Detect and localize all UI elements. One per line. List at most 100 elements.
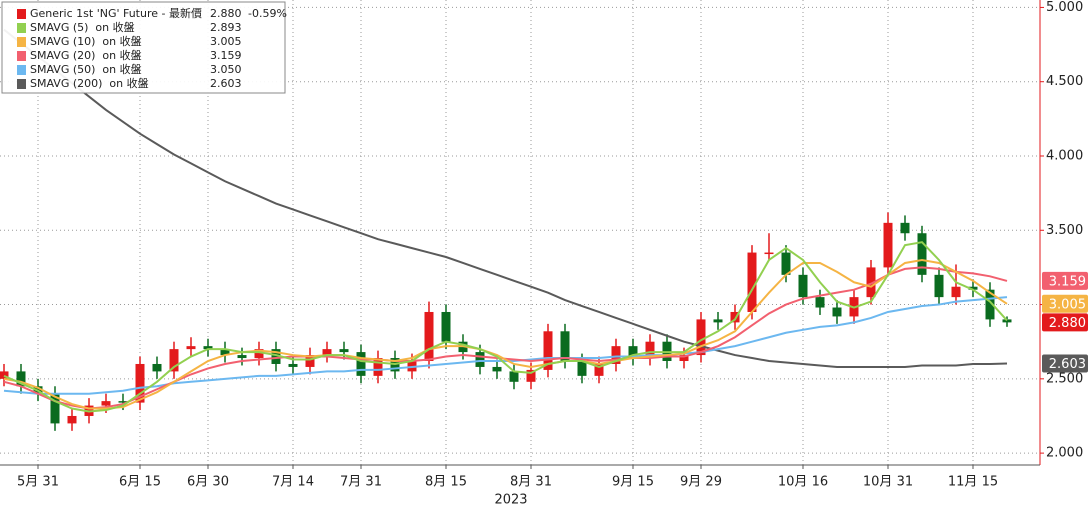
legend-label: SMAVG (10) on 收盤 <box>30 34 142 48</box>
candle-body <box>203 346 213 350</box>
price-tag-label: 2.880 <box>1049 316 1086 331</box>
sma-line <box>3 241 1008 413</box>
candle-body <box>424 311 434 362</box>
candle-body <box>50 393 60 424</box>
candle-body <box>305 355 315 367</box>
candle-body <box>543 331 553 370</box>
x-tick-label: 8月 15 <box>425 475 467 490</box>
candle-body <box>883 222 893 268</box>
candle-body <box>781 252 791 275</box>
candle-body <box>322 349 332 356</box>
candle-body <box>866 267 876 298</box>
candle-body <box>288 363 298 367</box>
candle-body <box>254 349 264 359</box>
y-tick-label: 4.000 <box>1046 148 1083 163</box>
candle-body <box>169 349 179 372</box>
x-tick-label: 9月 29 <box>680 475 722 490</box>
x-tick-label: 7月 14 <box>272 475 314 490</box>
candle-body <box>339 349 349 353</box>
x-tick-label: 7月 31 <box>340 475 382 490</box>
candle-body <box>1002 319 1012 323</box>
candle-body <box>152 363 162 372</box>
candle-body <box>0 371 9 379</box>
candle-body <box>526 369 536 382</box>
candle-body <box>747 252 757 312</box>
legend-value: 3.159 <box>210 49 242 62</box>
candle-body <box>645 341 655 359</box>
legend-swatch <box>17 9 26 19</box>
price-tag: 3.005 <box>1042 294 1088 313</box>
legend-swatch <box>17 23 26 33</box>
legend-label: SMAVG (50) on 收盤 <box>30 62 142 76</box>
price-tag-label: 2.603 <box>1049 357 1086 372</box>
candle-body <box>16 371 26 387</box>
candle-body <box>220 349 230 356</box>
legend-label: SMAVG (200) on 收盤 <box>30 76 149 90</box>
candle-body <box>67 415 77 424</box>
legend-change: -0.59% <box>248 7 287 20</box>
candle-body <box>560 331 570 362</box>
candle-body <box>696 319 706 356</box>
candle-body <box>577 361 587 376</box>
candle-body <box>764 252 774 255</box>
y-tick-label: 2.500 <box>1046 371 1083 386</box>
y-tick-label: 2.000 <box>1046 446 1083 461</box>
y-tick-label: 4.500 <box>1046 74 1083 89</box>
candle-body <box>951 286 961 298</box>
candle-body <box>237 355 247 359</box>
x-tick-label: 9月 15 <box>612 475 654 490</box>
candle-body <box>628 346 638 359</box>
legend-value: 3.050 <box>210 63 242 76</box>
candle-body <box>985 289 995 320</box>
candle-body <box>594 363 604 376</box>
candle-body <box>135 363 145 403</box>
candle-body <box>713 319 723 323</box>
x-tick-label: 5月 31 <box>17 475 59 490</box>
x-tick-label: 6月 30 <box>187 475 229 490</box>
candle-body <box>900 222 910 234</box>
candle-body <box>118 401 128 403</box>
price-tag-label: 3.005 <box>1049 297 1086 312</box>
x-tick-label: 8月 31 <box>510 475 552 490</box>
candle-body <box>271 349 281 364</box>
candle-body <box>101 401 111 406</box>
candle-body <box>730 311 740 323</box>
legend-value: 3.005 <box>210 35 242 48</box>
legend-swatch <box>17 51 26 61</box>
candle-body <box>934 274 944 298</box>
price-tag: 2.603 <box>1042 354 1088 373</box>
x-tick-label: 10月 31 <box>863 475 913 490</box>
candle-body <box>373 358 383 376</box>
legend-label: SMAVG (20) on 收盤 <box>30 48 142 62</box>
x-tick-label: 6月 15 <box>119 475 161 490</box>
candle-body <box>611 346 621 364</box>
price-tag-box <box>1042 313 1088 332</box>
price-tag-box <box>1042 294 1088 313</box>
legend-value: 2.603 <box>210 77 242 90</box>
candle-body <box>475 352 485 367</box>
legend-label: Generic 1st 'NG' Future - 最新價 <box>30 6 202 20</box>
x-tick-label: 11月 15 <box>948 475 998 490</box>
candle-body <box>798 274 808 298</box>
price-tag-box <box>1042 271 1088 290</box>
candle-body <box>679 355 689 362</box>
legend-swatch <box>17 37 26 47</box>
candle-body <box>832 307 842 317</box>
candle-body <box>186 346 196 350</box>
y-tick-label: 5.000 <box>1046 0 1083 15</box>
candle-body <box>441 311 451 342</box>
legend-value: 2.893 <box>210 21 242 34</box>
legend-swatch <box>17 79 26 89</box>
candle-body <box>917 233 927 275</box>
sma-line <box>3 258 1008 410</box>
candle-body <box>509 371 519 382</box>
legend-swatch <box>17 65 26 75</box>
sma-line <box>3 28 1008 368</box>
candle-body <box>968 286 978 290</box>
price-tag-label: 3.159 <box>1049 274 1086 289</box>
y-tick-label: 3.500 <box>1046 223 1083 238</box>
candle-body <box>356 352 366 376</box>
legend-label: SMAVG (5) on 收盤 <box>30 20 135 34</box>
candle-body <box>492 366 502 372</box>
legend: Generic 1st 'NG' Future - 最新價 2.880 -0.59%… <box>1 1 287 94</box>
